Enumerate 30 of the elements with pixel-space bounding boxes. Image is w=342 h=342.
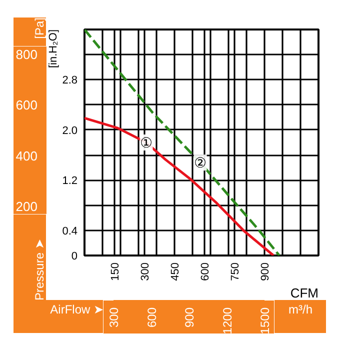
y2-tick-label: 600 [16, 98, 38, 113]
y2-tick-label: 400 [16, 148, 38, 164]
y2-tick-label: 200 [16, 199, 38, 214]
text: AirFlow ➤ [50, 302, 104, 316]
x-tick-label: 450 [170, 262, 182, 281]
x2-axis-title: m³/h [288, 302, 312, 316]
line-series [84, 30, 281, 256]
x-tick-label: 900 [260, 262, 272, 281]
y2-axis-title: [Pa] [32, 17, 46, 39]
y-axis-title: [in.H₂O] [48, 30, 60, 68]
x2-tick-label: 1500 [258, 307, 272, 334]
line-series [84, 116, 275, 256]
x-axis-title: CFM [290, 286, 319, 300]
y-tick-label: 2.8 [62, 74, 78, 87]
x2-tick-label: 900 [182, 307, 196, 328]
y2-tick-label: 800 [16, 47, 38, 62]
x-tick-label: 300 [140, 262, 152, 281]
x2-tick-label: 600 [144, 307, 159, 328]
x-tick-label: 600 [200, 262, 212, 281]
x2-tick-label: 300 [107, 307, 121, 328]
y-tick-label: 0 [71, 250, 78, 262]
x-tick-label: 150 [110, 262, 122, 281]
x2-tick-label: 1200 [220, 307, 234, 334]
x-tick-label: 750 [230, 262, 242, 281]
y-tick-label: 2.0 [62, 124, 78, 137]
y-tick-label: 1.2 [62, 175, 78, 188]
text: Pressure ➤ [32, 239, 46, 300]
series-label: ② [194, 154, 207, 171]
y-tick-label: 0.4 [62, 225, 78, 238]
series-label: ① [140, 134, 153, 150]
